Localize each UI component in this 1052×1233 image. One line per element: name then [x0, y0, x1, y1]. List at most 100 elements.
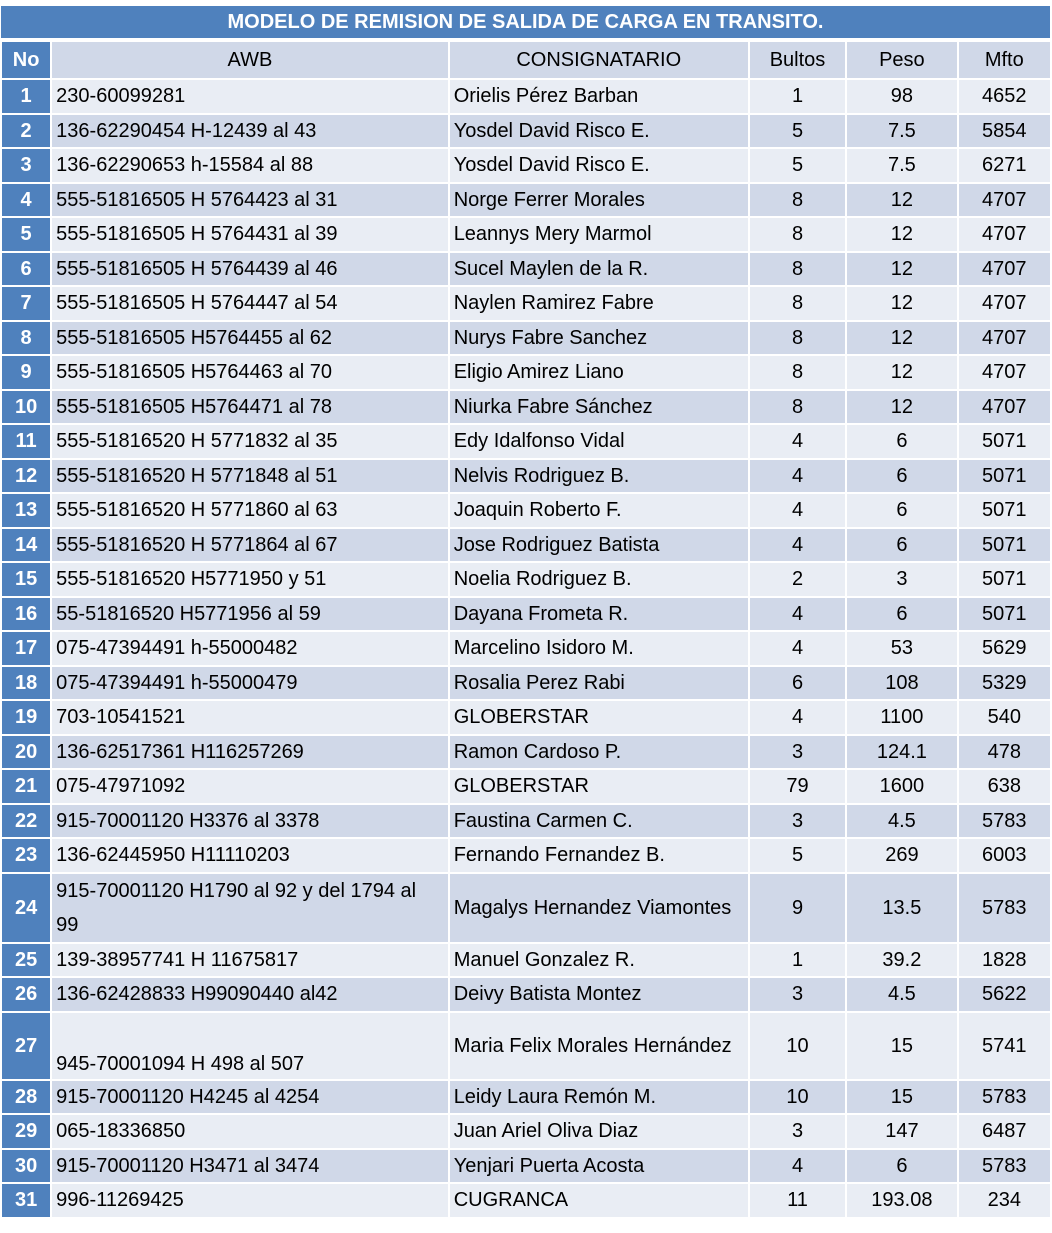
- cell-bultos: 4: [749, 494, 846, 527]
- cell-awb: 915-70001120 H3471 al 3474: [52, 1149, 448, 1182]
- cell-no: 18: [2, 666, 51, 699]
- table-row: 30 915-70001120 H3471 al 3474 Yenjari Puer…: [2, 1149, 1050, 1182]
- cell-no: 13: [2, 494, 51, 527]
- header-row: No AWB CONSIGNATARIO Bultos Peso Mfto: [2, 42, 1050, 78]
- column-header-peso: Peso: [847, 42, 957, 78]
- cell-no: 10: [2, 390, 51, 423]
- cell-awb: 555-51816505 H 5764431 al 39: [52, 218, 448, 251]
- cell-mfto: 4707: [958, 183, 1050, 216]
- cell-consignatario: Ramon Cardoso P.: [449, 735, 748, 768]
- table-row: 11 555-51816520 H 5771832 al 35 Edy Idalfo…: [2, 425, 1050, 458]
- cell-peso: 193.08: [847, 1184, 957, 1217]
- table-row: 19 703-10541521 GLOBERSTAR 4 1100 540: [2, 701, 1050, 734]
- table-row: 9 555-51816505 H5764463 al 70 Eligio Amire…: [2, 356, 1050, 389]
- cell-mfto: 540: [958, 701, 1050, 734]
- cell-no: 15: [2, 563, 51, 596]
- cell-awb: 075-47394491 h-55000482: [52, 632, 448, 665]
- cell-peso: 6: [847, 459, 957, 492]
- table-row: 7 555-51816505 H 5764447 al 54 Naylen Rami…: [2, 287, 1050, 320]
- cell-mfto: 6271: [958, 149, 1050, 182]
- cell-mfto: 5854: [958, 114, 1050, 147]
- cell-peso: 53: [847, 632, 957, 665]
- cell-no: 28: [2, 1080, 51, 1113]
- cell-consignatario: Edy Idalfonso Vidal: [449, 425, 748, 458]
- cell-bultos: 1: [749, 80, 846, 113]
- table-row: 25 139-38957741 H 11675817 Manuel Gonzalez…: [2, 943, 1050, 976]
- cell-peso: 7.5: [847, 114, 957, 147]
- cell-bultos: 2: [749, 563, 846, 596]
- cell-bultos: 4: [749, 425, 846, 458]
- cell-awb: 555-51816520 H 5771848 al 51: [52, 459, 448, 492]
- cell-no: 25: [2, 943, 51, 976]
- table-row: 24 915-70001120 H1790 al 92 y del 1794 al…: [2, 873, 1050, 942]
- cell-bultos: 8: [749, 218, 846, 251]
- table-row: 20 136-62517361 H116257269 Ramon Cardoso P…: [2, 735, 1050, 768]
- cell-mfto: 6003: [958, 839, 1050, 872]
- cell-peso: 39.2: [847, 943, 957, 976]
- cell-peso: 12: [847, 390, 957, 423]
- cell-awb: 555-51816505 H5764455 al 62: [52, 321, 448, 354]
- column-header-consignatario: CONSIGNATARIO: [449, 42, 748, 78]
- cell-no: 9: [2, 356, 51, 389]
- cell-bultos: 79: [749, 770, 846, 803]
- cell-peso: 3: [847, 563, 957, 596]
- cell-awb: 555-51816505 H 5764423 al 31: [52, 183, 448, 216]
- cell-mfto: 5629: [958, 632, 1050, 665]
- table-row: 3 136-62290653 h-15584 al 88 Yosdel David …: [2, 149, 1050, 182]
- cell-consignatario: Dayana Frometa R.: [449, 597, 748, 630]
- cell-consignatario: GLOBERSTAR: [449, 770, 748, 803]
- column-header-mfto: Mfto: [958, 42, 1050, 78]
- cell-awb: 555-51816520 H 5771832 al 35: [52, 425, 448, 458]
- cell-no: 31: [2, 1184, 51, 1217]
- cell-bultos: 10: [749, 1080, 846, 1113]
- cell-bultos: 8: [749, 252, 846, 285]
- table-row: 12 555-51816520 H 5771848 al 51 Nelvis Rod…: [2, 459, 1050, 492]
- cell-no: 5: [2, 218, 51, 251]
- table-row: 14 555-51816520 H 5771864 al 67 Jose Rodri…: [2, 528, 1050, 561]
- cell-consignatario: Jose Rodriguez Batista: [449, 528, 748, 561]
- cell-awb: 555-51816505 H5764463 al 70: [52, 356, 448, 389]
- cell-no: 8: [2, 321, 51, 354]
- table-row: 5 555-51816505 H 5764431 al 39 Leannys Mer…: [2, 218, 1050, 251]
- cell-consignatario: Yosdel David Risco E.: [449, 114, 748, 147]
- cell-no: 6: [2, 252, 51, 285]
- cell-awb: 136-62290653 h-15584 al 88: [52, 149, 448, 182]
- cell-no: 3: [2, 149, 51, 182]
- cell-no: 29: [2, 1115, 51, 1148]
- cell-peso: 6: [847, 425, 957, 458]
- cell-consignatario: Juan Ariel Oliva Diaz: [449, 1115, 748, 1148]
- table-row: 2 136-62290454 H-12439 al 43 Yosdel David …: [2, 114, 1050, 147]
- cell-consignatario: Orielis Pérez Barban: [449, 80, 748, 113]
- cell-mfto: 5071: [958, 459, 1050, 492]
- cell-consignatario: Yosdel David Risco E.: [449, 149, 748, 182]
- cell-mfto: 4707: [958, 287, 1050, 320]
- cell-awb: 555-51816505 H 5764447 al 54: [52, 287, 448, 320]
- cell-bultos: 4: [749, 459, 846, 492]
- cell-mfto: 5071: [958, 494, 1050, 527]
- cell-no: 16: [2, 597, 51, 630]
- cell-no: 30: [2, 1149, 51, 1182]
- cell-peso: 15: [847, 1080, 957, 1113]
- cell-awb: 703-10541521: [52, 701, 448, 734]
- table-row: 16 55-51816520 H5771956 al 59 Dayana Frome…: [2, 597, 1050, 630]
- cell-mfto: 5783: [958, 873, 1050, 942]
- cell-no: 17: [2, 632, 51, 665]
- cell-mfto: 4707: [958, 356, 1050, 389]
- table-row: 23 136-62445950 H11110203 Fernando Fernand…: [2, 839, 1050, 872]
- column-header-no: No: [2, 42, 51, 78]
- cell-peso: 1100: [847, 701, 957, 734]
- cell-peso: 1600: [847, 770, 957, 803]
- cell-consignatario: Manuel Gonzalez R.: [449, 943, 748, 976]
- cell-peso: 4.5: [847, 804, 957, 837]
- cell-no: 21: [2, 770, 51, 803]
- table-row: 29 065-18336850 Juan Ariel Oliva Diaz 3 147 6…: [2, 1115, 1050, 1148]
- cell-mfto: 5329: [958, 666, 1050, 699]
- cell-awb: 555-51816505 H 5764439 al 46: [52, 252, 448, 285]
- cell-bultos: 11: [749, 1184, 846, 1217]
- table-row: 8 555-51816505 H5764455 al 62 Nurys Fabre …: [2, 321, 1050, 354]
- cell-mfto: 5783: [958, 1149, 1050, 1182]
- cell-consignatario: Sucel Maylen de la R.: [449, 252, 748, 285]
- cell-awb: 55-51816520 H5771956 al 59: [52, 597, 448, 630]
- cell-consignatario: Naylen Ramirez Fabre: [449, 287, 748, 320]
- cell-mfto: 478: [958, 735, 1050, 768]
